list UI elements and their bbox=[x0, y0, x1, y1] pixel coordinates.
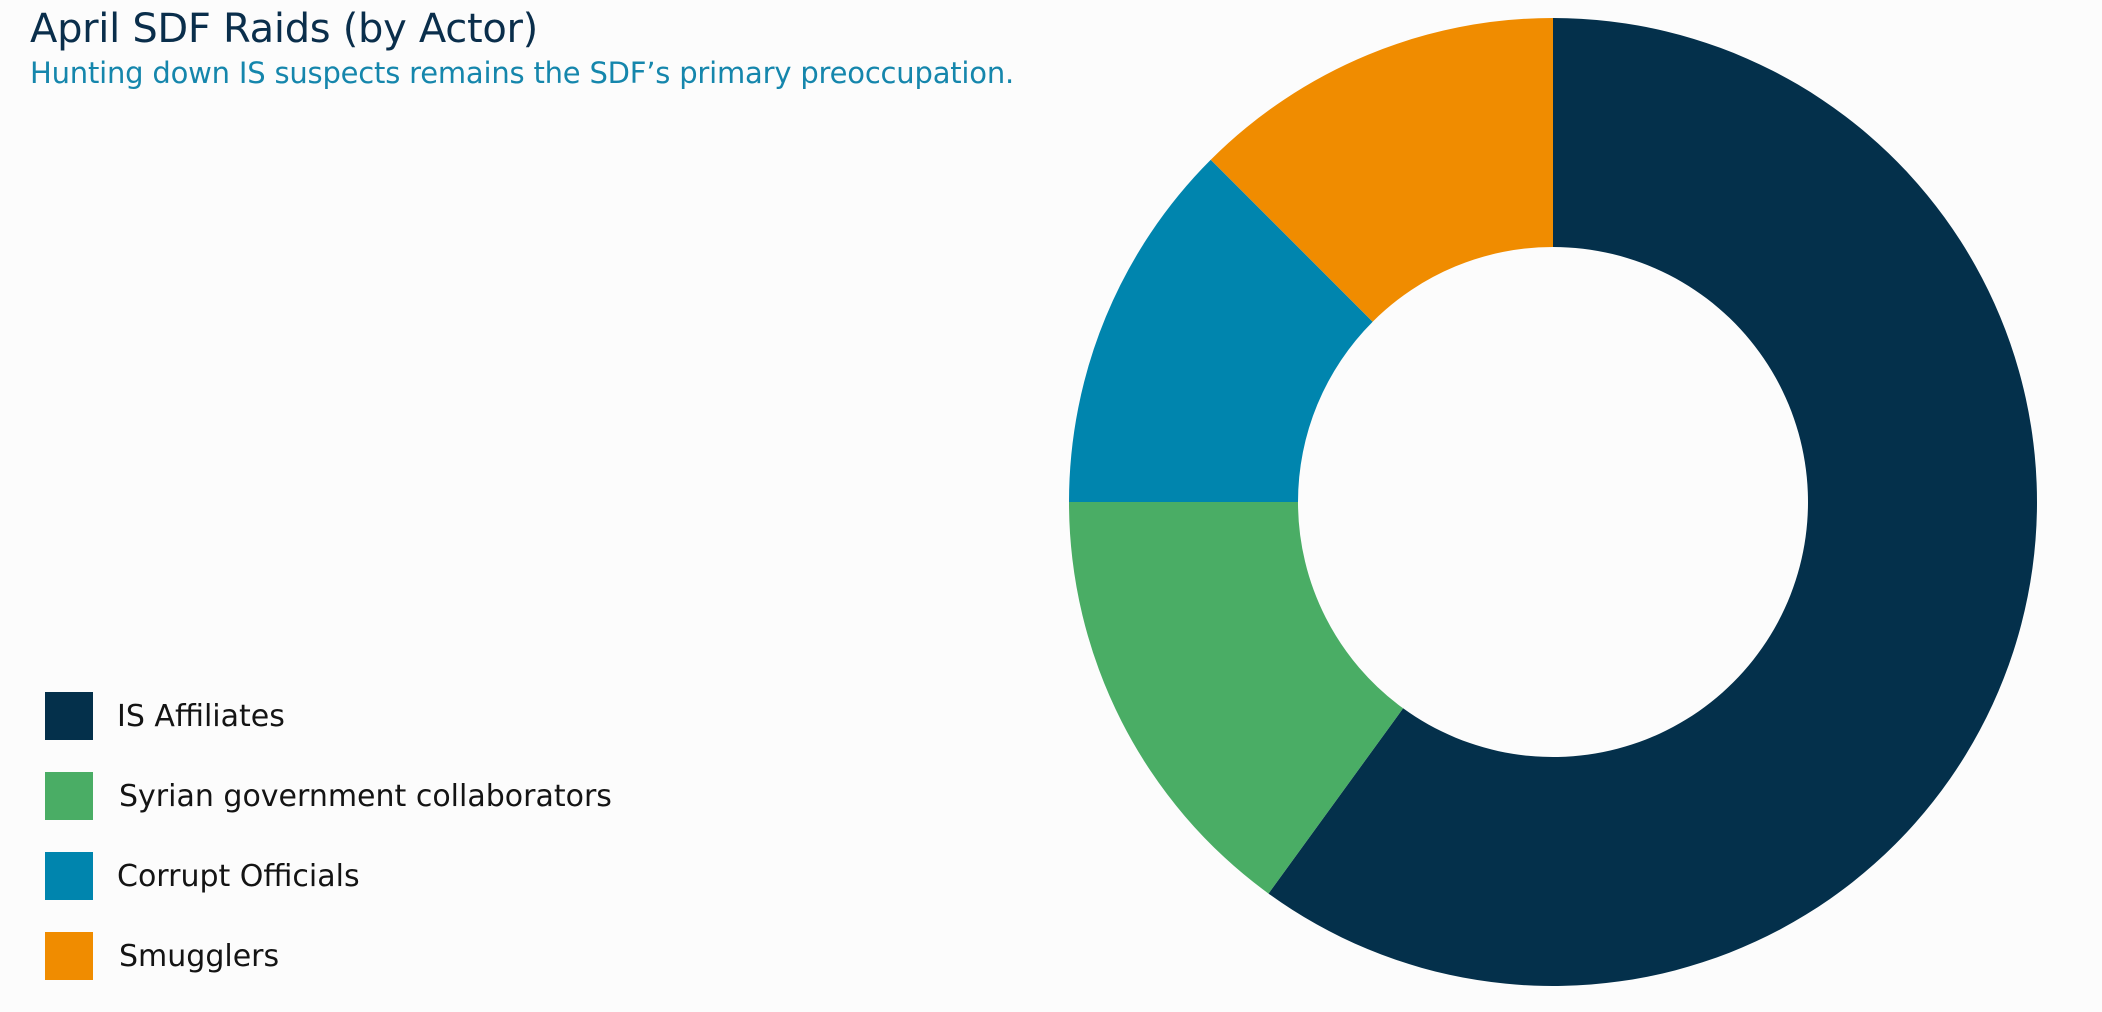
donut-slice-syrian-government-collaborators bbox=[1069, 502, 1404, 894]
legend-label-syrian-government-collaborators: Syrian government collaborators bbox=[119, 779, 612, 814]
donut-slice-smugglers bbox=[1210, 18, 1553, 322]
chart-title: April SDF Raids (by Actor) bbox=[30, 6, 538, 52]
legend-swatch-syrian-government-collaborators bbox=[45, 772, 93, 820]
legend-label-smugglers: Smugglers bbox=[119, 939, 280, 974]
chart-subtitle: Hunting down IS suspects remains the SDF… bbox=[30, 56, 1015, 90]
legend-swatch-corrupt-officials bbox=[45, 852, 93, 900]
donut-slice-corrupt-officials bbox=[1069, 159, 1373, 502]
legend-swatch-is-affiliates bbox=[45, 692, 93, 740]
legend-label-is-affiliates: IS Affiliates bbox=[117, 699, 285, 734]
donut-slice-is-affiliates bbox=[1268, 18, 2037, 986]
legend-swatch-smugglers bbox=[45, 932, 93, 980]
legend-label-corrupt-officials: Corrupt Officials bbox=[117, 859, 360, 894]
